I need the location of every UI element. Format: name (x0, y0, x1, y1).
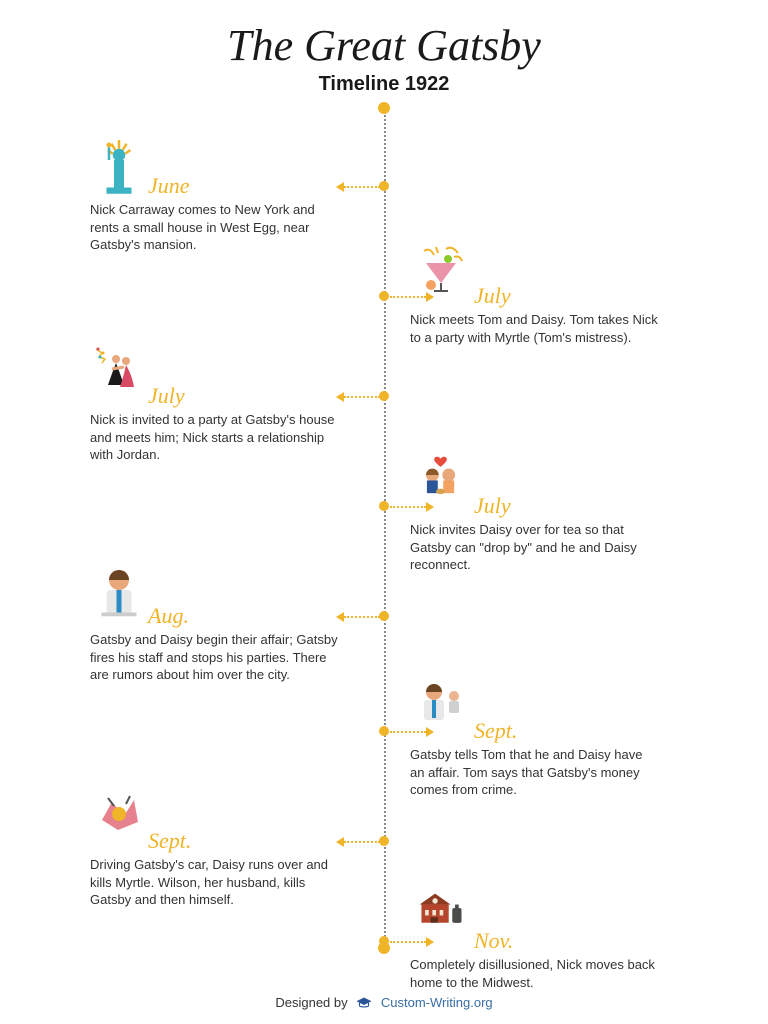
page-subtitle: Timeline 1922 (0, 73, 768, 96)
timeline-arrow-icon (426, 502, 434, 512)
timeline-connector (390, 731, 426, 733)
event-month: Nov. (474, 928, 690, 954)
timeline-node (379, 391, 389, 401)
footer-site: Custom-Writing.org (381, 995, 493, 1010)
timeline-connector (390, 941, 426, 943)
man-whisper-icon (416, 680, 466, 720)
timeline-event: Aug.Gatsby and Daisy begin their affair;… (90, 603, 370, 684)
man-icon (94, 565, 144, 605)
event-description: Nick invites Daisy over for tea so that … (410, 521, 660, 574)
timeline-node (379, 501, 389, 511)
timeline-connector (390, 506, 426, 508)
timeline-arrow-icon (336, 392, 344, 402)
event-month: July (474, 493, 690, 519)
timeline-node (379, 836, 389, 846)
timeline-node (379, 936, 389, 946)
timeline-arrow-icon (336, 182, 344, 192)
event-month: Sept. (474, 718, 690, 744)
timeline-arrow-icon (336, 837, 344, 847)
timeline-connector (344, 841, 380, 843)
dancers-icon (94, 345, 144, 385)
footer: Designed by Custom-Writing.org (0, 995, 768, 1010)
timeline-node (379, 291, 389, 301)
timeline-arrow-icon (426, 937, 434, 947)
event-description: Nick Carraway comes to New York and rent… (90, 201, 340, 254)
event-description: Driving Gatsby's car, Daisy runs over an… (90, 856, 340, 909)
page-title: The Great Gatsby (0, 20, 768, 71)
timeline-connector (344, 616, 380, 618)
header: The Great Gatsby Timeline 1922 (0, 0, 768, 96)
graduation-cap-icon (355, 996, 373, 1010)
event-description: Gatsby tells Tom that he and Daisy have … (410, 746, 660, 799)
timeline-arrow-icon (426, 292, 434, 302)
timeline-event: Sept.Gatsby tells Tom that he and Daisy … (410, 718, 690, 799)
timeline-node (379, 181, 389, 191)
timeline-connector (344, 396, 380, 398)
timeline: JuneNick Carraway comes to New York and … (0, 108, 768, 948)
event-description: Gatsby and Daisy begin their affair; Gat… (90, 631, 340, 684)
spine-start-dot (378, 102, 390, 114)
timeline-connector (390, 296, 426, 298)
event-month: July (474, 283, 690, 309)
timeline-arrow-icon (426, 727, 434, 737)
timeline-event: JuneNick Carraway comes to New York and … (90, 173, 370, 254)
event-description: Nick meets Tom and Daisy. Tom takes Nick… (410, 311, 660, 346)
crash-icon (94, 790, 144, 830)
cocktail-icon (416, 245, 466, 285)
event-description: Nick is invited to a party at Gatsby's h… (90, 411, 340, 464)
couple-icon (416, 455, 466, 495)
event-description: Completely disillusioned, Nick moves bac… (410, 956, 660, 991)
liberty-icon (94, 135, 144, 175)
timeline-event: JulyNick invites Daisy over for tea so t… (410, 493, 690, 574)
building-icon (416, 890, 466, 930)
timeline-event: JulyNick meets Tom and Daisy. Tom takes … (410, 283, 690, 346)
timeline-connector (344, 186, 380, 188)
timeline-arrow-icon (336, 612, 344, 622)
timeline-node (379, 611, 389, 621)
footer-by: Designed by (275, 995, 347, 1010)
timeline-event: JulyNick is invited to a party at Gatsby… (90, 383, 370, 464)
timeline-spine (384, 108, 386, 948)
timeline-node (379, 726, 389, 736)
timeline-event: Sept.Driving Gatsby's car, Daisy runs ov… (90, 828, 370, 909)
timeline-event: Nov.Completely disillusioned, Nick moves… (410, 928, 690, 991)
